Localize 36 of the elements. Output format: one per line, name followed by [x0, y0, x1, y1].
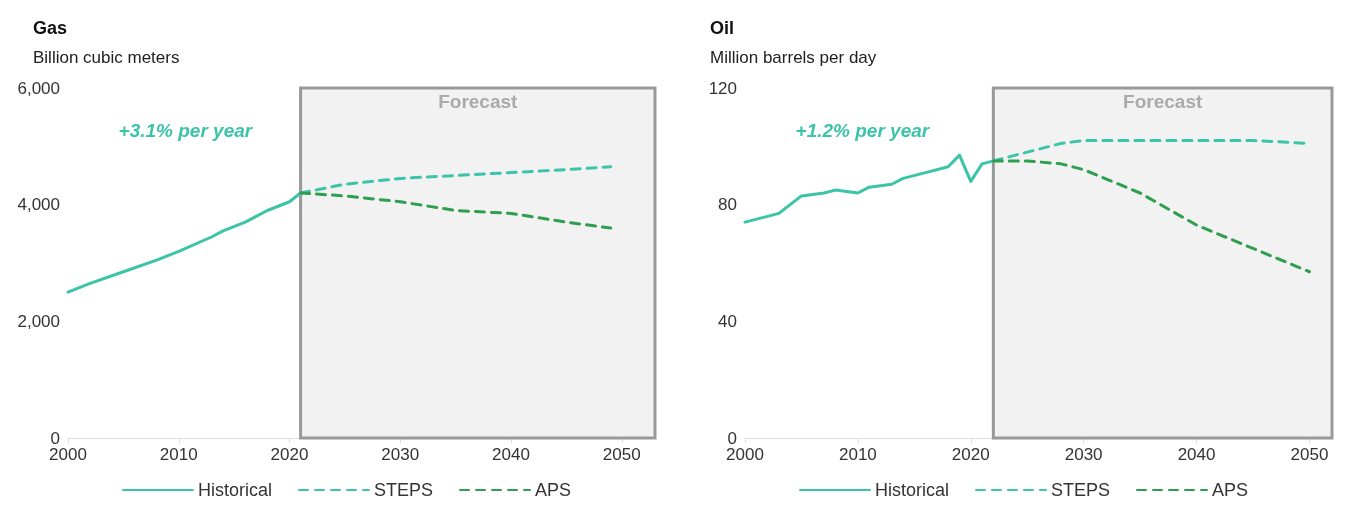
legend-label: Historical	[197, 480, 272, 500]
legend-label: STEPS	[1050, 480, 1111, 500]
x-tick-label: 2050	[1290, 445, 1329, 464]
chart-title: Gas	[33, 18, 68, 38]
x-tick-label: 2000	[726, 445, 764, 464]
line-series	[299, 191, 613, 230]
y-tick-label: 120	[708, 78, 737, 98]
y-axis-title: Million barrels per day	[710, 48, 877, 67]
y-tick-label: 40	[718, 311, 737, 331]
legend-label: APS	[535, 480, 572, 500]
annotation: +1.2% per year	[795, 119, 931, 141]
x-tick-label: 2040	[492, 445, 530, 464]
y-tick-label: 80	[718, 195, 737, 215]
x-tick-label: 2020	[270, 445, 309, 464]
x-tick-label: 2030	[381, 445, 420, 464]
legend-label: APS	[1212, 480, 1249, 500]
legend-label: Historical	[874, 480, 949, 500]
x-tick-label: 2040	[1177, 445, 1216, 464]
x-tick-label: 2020	[951, 445, 990, 464]
x-tick-label: 2010	[838, 445, 877, 464]
annotation: +3.1% per year	[118, 119, 254, 141]
y-tick-label: 0	[50, 428, 60, 448]
y-tick-label: 0	[727, 428, 737, 448]
x-tick-label: 2010	[159, 445, 198, 464]
y-tick-label: 6,000	[17, 78, 60, 98]
x-tick-label: 2030	[1064, 445, 1103, 464]
y-tick-label: 2,000	[17, 311, 60, 331]
chart-title: Oil	[710, 18, 735, 38]
legend-label: STEPS	[373, 480, 434, 500]
x-tick-label: 2000	[49, 445, 87, 464]
band-label: Forecast	[438, 90, 519, 112]
band-label: Forecast	[1123, 90, 1203, 112]
x-tick-label: 2050	[602, 445, 641, 464]
y-axis-title: Billion cubic meters	[33, 48, 180, 67]
line-series	[991, 159, 1311, 274]
y-tick-label: 4,000	[17, 195, 60, 215]
